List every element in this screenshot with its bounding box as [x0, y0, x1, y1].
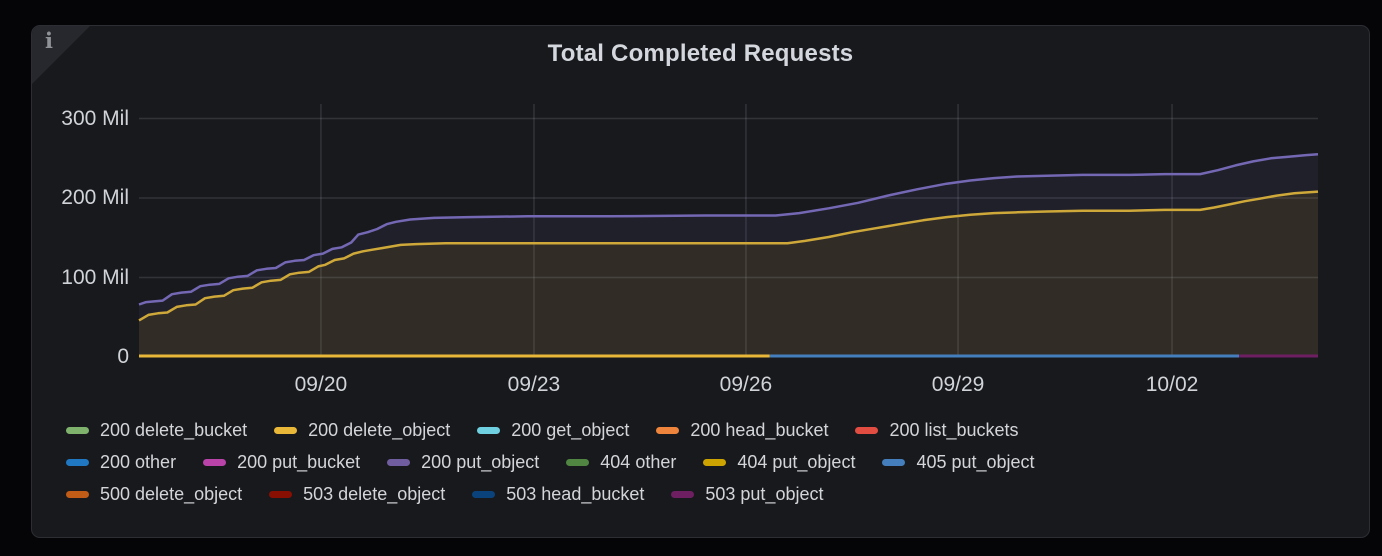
legend-item-404-other[interactable]: 404 other: [566, 452, 676, 473]
legend-swatch: [671, 491, 695, 498]
legend-swatch: [66, 459, 89, 466]
time-series-chart: [138, 104, 1319, 358]
legend-item-503-put-object[interactable]: 503 put_object: [671, 484, 823, 505]
panel-total-completed-requests: Total Completed Requests i 0 100 Mil 200 M…: [31, 25, 1370, 538]
legend-label: 200 put_object: [421, 452, 540, 472]
y-axis-label: 0: [117, 345, 129, 368]
panel-info-corner[interactable]: [32, 26, 90, 84]
series-line-200-put-object: [138, 153, 1319, 306]
legend-row: 200 other 200 put_bucket 200 put_object 404…: [66, 452, 1349, 473]
legend: 200 delete_bucket 200 delete_object 200 ge…: [66, 420, 1349, 505]
legend-label: 200 delete_bucket: [100, 420, 248, 440]
legend-swatch: [66, 491, 89, 498]
legend-swatch: [269, 491, 293, 498]
legend-item-200-put-object[interactable]: 200 put_object: [387, 452, 539, 473]
legend-swatch: [855, 427, 879, 434]
x-axis-label: 09/20: [294, 373, 348, 396]
legend-item-404-put-object[interactable]: 404 put_object: [703, 452, 855, 473]
legend-swatch: [656, 427, 680, 434]
legend-label: 200 list_buckets: [889, 420, 1019, 440]
legend-swatch: [274, 427, 298, 434]
legend-label: 503 head_bucket: [506, 484, 645, 504]
legend-item-200-delete-bucket[interactable]: 200 delete_bucket: [66, 420, 247, 441]
legend-item-500-delete-object[interactable]: 500 delete_object: [66, 484, 242, 505]
legend-row: 500 delete_object 503 delete_object 503 he…: [66, 484, 1349, 505]
legend-swatch: [477, 427, 501, 434]
legend-swatch: [66, 427, 89, 434]
legend-item-200-get-object[interactable]: 200 get_object: [477, 420, 629, 441]
legend-swatch: [387, 459, 411, 466]
legend-label: 503 put_object: [705, 484, 824, 504]
legend-label: 503 delete_object: [303, 484, 446, 504]
legend-label: 200 delete_object: [308, 420, 451, 440]
info-icon: i: [45, 28, 53, 53]
legend-swatch: [882, 459, 906, 466]
legend-row: 200 delete_bucket 200 delete_object 200 ge…: [66, 420, 1349, 441]
legend-item-200-put-bucket[interactable]: 200 put_bucket: [203, 452, 360, 473]
legend-swatch: [203, 459, 227, 466]
legend-label: 200 head_bucket: [690, 420, 829, 440]
legend-item-200-other[interactable]: 200 other: [66, 452, 176, 473]
legend-label: 404 put_object: [737, 452, 856, 472]
legend-swatch: [472, 491, 496, 498]
legend-item-200-delete-object[interactable]: 200 delete_object: [274, 420, 450, 441]
legend-item-503-delete-object[interactable]: 503 delete_object: [269, 484, 445, 505]
legend-swatch: [703, 459, 727, 466]
legend-label: 404 other: [600, 452, 677, 472]
legend-label: 500 delete_object: [100, 484, 243, 504]
x-axis-label: 09/23: [507, 373, 561, 396]
legend-item-200-head-bucket[interactable]: 200 head_bucket: [656, 420, 828, 441]
legend-label: 405 put_object: [916, 452, 1035, 472]
y-axis-label: 100 Mil: [61, 265, 129, 289]
legend-label: 200 get_object: [511, 420, 630, 440]
y-axis-label: 300 Mil: [61, 106, 129, 130]
x-axis-label: 09/29: [931, 373, 985, 396]
y-axis-label: 200 Mil: [61, 186, 129, 209]
area-fill-404-put-object: [139, 191, 1318, 357]
x-axis-label: 10/02: [1145, 373, 1199, 396]
legend-label: 200 other: [100, 452, 177, 472]
legend-item-405-put-object[interactable]: 405 put_object: [882, 452, 1035, 473]
panel-title[interactable]: Total Completed Requests: [547, 40, 854, 67]
legend-item-200-list-buckets[interactable]: 200 list_buckets: [855, 420, 1019, 441]
series-line-404-put-object: [138, 190, 1319, 322]
chart-plot-area[interactable]: [138, 96, 1319, 362]
legend-label: 200 put_bucket: [237, 452, 361, 472]
legend-item-503-head-bucket[interactable]: 503 head_bucket: [472, 484, 644, 505]
legend-swatch: [566, 459, 590, 466]
area-fill-200-put-object: [139, 154, 1318, 357]
x-axis-label: 09/26: [719, 373, 773, 396]
